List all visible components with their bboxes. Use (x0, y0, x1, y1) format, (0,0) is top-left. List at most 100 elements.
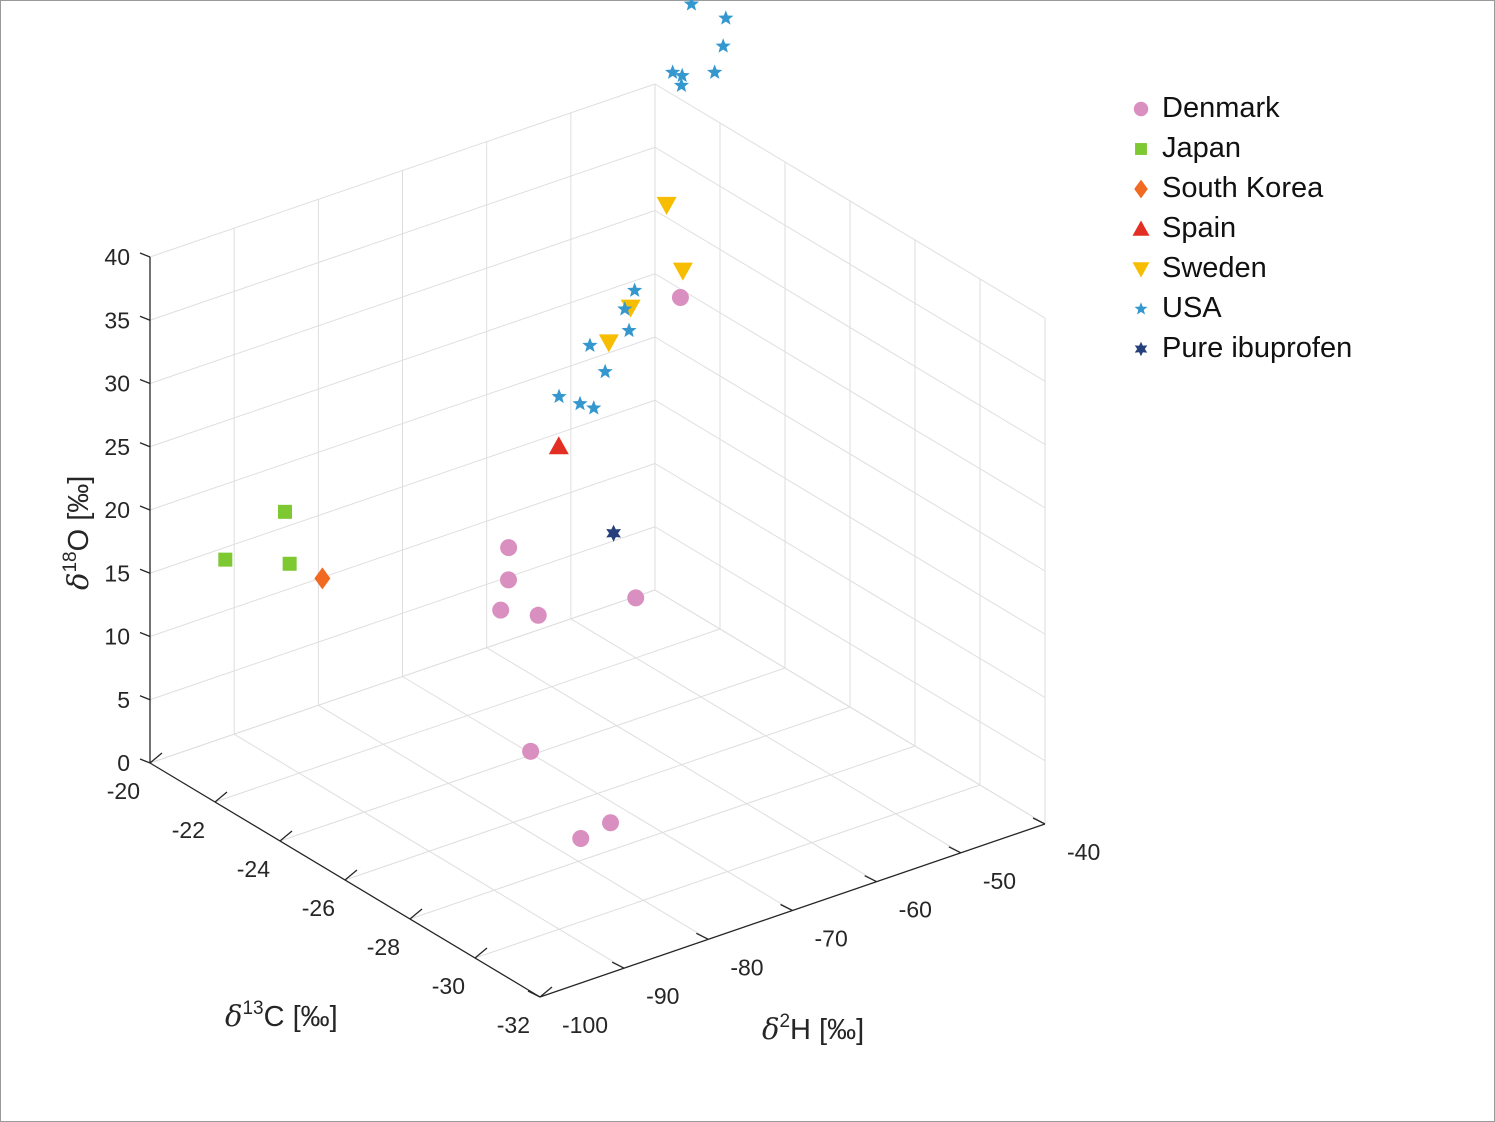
z-tick-mark (139, 442, 151, 448)
legend-item-pure-ibuprofen: Pure ibuprofen (1128, 330, 1428, 370)
left-wall-gridline-z (149, 336, 656, 511)
right-wall-gridline-z (654, 273, 1046, 509)
y-tick-label: -100 (562, 1012, 608, 1038)
floor-gridline-h2 (486, 647, 877, 883)
right-wall-gridline-z (654, 589, 1046, 825)
y-tick-label: -90 (646, 983, 679, 1009)
data-point-usa (551, 388, 567, 404)
data-point-usa (665, 64, 681, 79)
legend-marker-spain (1132, 220, 1150, 236)
legend-label: Japan (1162, 132, 1242, 164)
legend-marker-denmark (1133, 101, 1149, 117)
data-point-denmark (627, 589, 645, 607)
data-point-denmark (572, 829, 590, 847)
x-tick-label: -30 (432, 973, 465, 999)
axes-layer (139, 252, 1046, 998)
z-tick-label: 5 (117, 687, 130, 713)
x-tick-mark (149, 752, 163, 764)
z-tick-mark (139, 378, 151, 385)
y-tick-mark (696, 932, 709, 940)
data-point-usa (597, 363, 613, 379)
left-wall-gridline-z (149, 273, 656, 448)
legend-marker-shape (1134, 302, 1148, 315)
legend-marker-pure-ibuprofen (1134, 341, 1148, 357)
z-tick-label: 15 (104, 560, 130, 586)
data-point-denmark (492, 601, 510, 619)
data-point-japan (277, 504, 292, 519)
z-tick-label: 40 (104, 244, 130, 270)
x-tick-label: -22 (172, 817, 205, 843)
z-tick-label: 20 (104, 497, 130, 523)
data-point-japan (218, 552, 233, 567)
data-point-sweden (672, 262, 693, 281)
legend-label: USA (1162, 292, 1222, 324)
grid-layer (149, 83, 1046, 998)
legend-marker-shape (1134, 341, 1148, 357)
legend-marker-sweden (1132, 262, 1150, 278)
y-tick-mark (948, 846, 962, 854)
z-tick-mark (139, 631, 151, 638)
data-point-usa (621, 322, 637, 338)
floor-gridline-h2 (233, 733, 625, 969)
legend-item-usa: USA (1128, 290, 1428, 330)
x-tick-label: -20 (107, 778, 140, 804)
x-axis-title: δ13C [‰] (225, 998, 338, 1033)
legend-label: Pure ibuprofen (1162, 332, 1353, 364)
legend-marker-shape (1133, 101, 1149, 117)
right-wall-gridline-z (654, 146, 1046, 382)
x-tick-mark (539, 986, 553, 998)
z-tick-label: 10 (104, 624, 130, 650)
legend-marker-shape (1132, 220, 1150, 236)
data-point-usa (715, 38, 731, 53)
left-wall-gridline-z (149, 83, 656, 258)
data-point-denmark (671, 289, 689, 306)
z-tick-mark (139, 695, 151, 701)
data-point-usa (582, 337, 598, 352)
y-tick-mark (780, 903, 793, 912)
x-tick-mark (474, 947, 488, 959)
z-tick-label: 30 (104, 371, 130, 397)
data-point-denmark (522, 742, 540, 760)
legend-label: Sweden (1162, 252, 1267, 284)
x-tick-mark (214, 791, 228, 803)
left-wall-gridline-z (149, 463, 656, 637)
data-point-usa (627, 282, 643, 297)
y-tick-label: -60 (899, 897, 932, 923)
legend-marker-japan (1135, 143, 1147, 155)
x-tick-mark (409, 908, 423, 920)
legend-label: Denmark (1162, 92, 1280, 124)
x-tick-label: -28 (367, 934, 400, 960)
y-tick-mark (1032, 817, 1046, 825)
data-point-denmark (500, 539, 518, 557)
legend-marker-usa (1134, 302, 1148, 315)
legend-label: Spain (1162, 212, 1237, 244)
data-point-usa (724, 0, 734, 1)
y-tick-mark (527, 990, 541, 998)
x-tick-mark (279, 830, 293, 842)
data-point-usa (718, 10, 734, 25)
data-point-usa (673, 77, 690, 92)
floor-gridline-h2 (402, 676, 793, 911)
left-wall-gridline-z (149, 526, 656, 701)
z-tick-mark (139, 568, 151, 574)
z-tick-label: 0 (117, 750, 130, 776)
legend-item-south-korea: South Korea (1128, 170, 1428, 210)
z-tick-mark (139, 252, 151, 258)
legend: Denmark Japan South Korea Spain Sweden USA Pur… (1128, 90, 1428, 370)
right-wall-gridline-z (654, 336, 1046, 572)
left-wall-gridline-z (149, 589, 656, 764)
y-tick-label: -40 (1067, 839, 1100, 865)
legend-marker-shape (1135, 143, 1147, 155)
legend-item-japan: Japan (1128, 130, 1428, 170)
data-point-usa (617, 301, 633, 316)
left-wall-gridline-z (149, 399, 656, 574)
left-wall-gridline-z (149, 210, 656, 384)
left-wall-gridline-z (149, 146, 656, 321)
y-tick-label: -70 (815, 926, 848, 952)
data-point-usa (586, 400, 602, 415)
legend-label: South Korea (1162, 172, 1324, 204)
legend-marker-shape (1134, 179, 1148, 199)
x-tick-label: -32 (497, 1012, 530, 1038)
